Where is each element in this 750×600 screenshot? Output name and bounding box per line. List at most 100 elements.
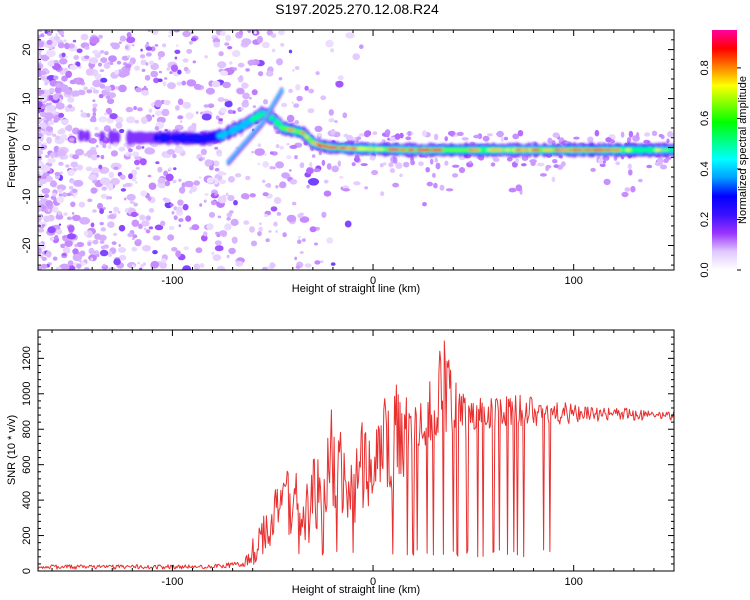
noise-blob [155,161,160,165]
snr-ylabel: SNR (10 * v/v) [6,415,18,485]
noise-blob [225,34,232,42]
noise-blob [71,212,75,215]
noise-blob [59,117,63,121]
noise-blob [245,175,251,181]
snr-xlabel: Height of straight line (km) [292,584,420,596]
noise-blob [297,239,302,244]
noise-blob [108,55,117,63]
noise-blob [110,162,122,170]
noise-blob [119,174,126,180]
noise-blob [72,154,79,160]
noise-blob [110,178,120,185]
noise-blob [85,166,93,172]
noise-blob [108,210,113,214]
noise-blob [139,158,147,166]
colorbar-tick-label: 0.2 [699,212,711,227]
noise-blob [199,203,203,207]
noise-blob [342,112,348,119]
noise-blob [198,157,203,162]
noise-blob [536,162,545,167]
noise-blob [296,95,303,102]
noise-blob [137,107,143,112]
noise-blob [515,184,523,192]
noise-blob [140,48,143,52]
noise-blob [182,30,191,38]
noise-blob [117,210,121,214]
noise-blob [321,159,326,166]
noise-blob [140,190,148,197]
ridge-core [407,148,416,152]
noise-blob [214,240,222,246]
noise-blob [292,69,295,72]
noise-blob [131,219,140,227]
noise-blob [40,263,48,269]
noise-blob [199,263,205,268]
noise-blob [658,134,664,138]
noise-blob [98,164,103,169]
noise-blob [38,154,42,161]
noise-blob [256,35,263,44]
noise-blob [215,231,220,235]
noise-blob [269,262,275,269]
noise-blob [273,197,282,204]
noise-blob [100,227,107,232]
noise-blob [289,179,298,185]
noise-blob [152,235,161,241]
noise-blob [240,193,250,200]
noise-blob [97,202,103,210]
noise-blob [50,39,58,47]
noise-blob [242,92,250,100]
noise-blob [104,51,109,56]
noise-blob [75,148,84,156]
noise-blob [150,70,159,78]
noise-blob [250,240,258,247]
noise-blob [275,161,284,169]
noise-blob [227,109,234,115]
noise-blob [64,89,73,95]
y-tick-label: 400 [21,491,33,509]
noise-blob [86,112,91,118]
noise-blob [426,181,433,187]
noise-blob [145,46,152,51]
noise-blob [135,162,138,166]
noise-blob [113,258,121,266]
noise-blob [320,260,324,263]
noise-blob [105,107,112,115]
noise-blob [145,52,152,57]
noise-blob [50,195,57,200]
noise-blob [188,41,193,45]
noise-blob [61,75,68,82]
noise-blob [115,122,123,129]
noise-blob [134,156,140,161]
ridge-core [331,146,339,150]
noise-blob [551,140,556,146]
noise-blob [102,142,107,149]
noise-blob [295,84,301,91]
spectrogram-frame [37,29,675,271]
noise-blob [314,260,321,265]
noise-blob [190,185,198,193]
noise-blob [281,172,290,179]
noise-blob [131,43,135,47]
noise-blob [299,216,310,223]
noise-blob [72,248,79,255]
noise-blob [279,145,285,150]
noise-blob [169,71,173,75]
noise-blob [143,85,147,89]
noise-blob [217,171,225,176]
noise-blob [307,108,315,114]
colorbar-tick-label: 0.6 [699,111,711,126]
noise-blob [204,55,209,59]
noise-blob [67,169,75,177]
noise-blob [69,137,75,142]
noise-blob [444,160,449,166]
noise-blob [178,186,186,194]
noise-blob [147,30,151,33]
noise-blob [439,184,445,191]
noise-blob [57,210,62,216]
noise-blob [280,102,288,108]
x-tick-label: 100 [565,576,583,588]
noise-blob [615,161,621,166]
noise-blob [257,162,261,166]
noise-blob [139,54,146,59]
